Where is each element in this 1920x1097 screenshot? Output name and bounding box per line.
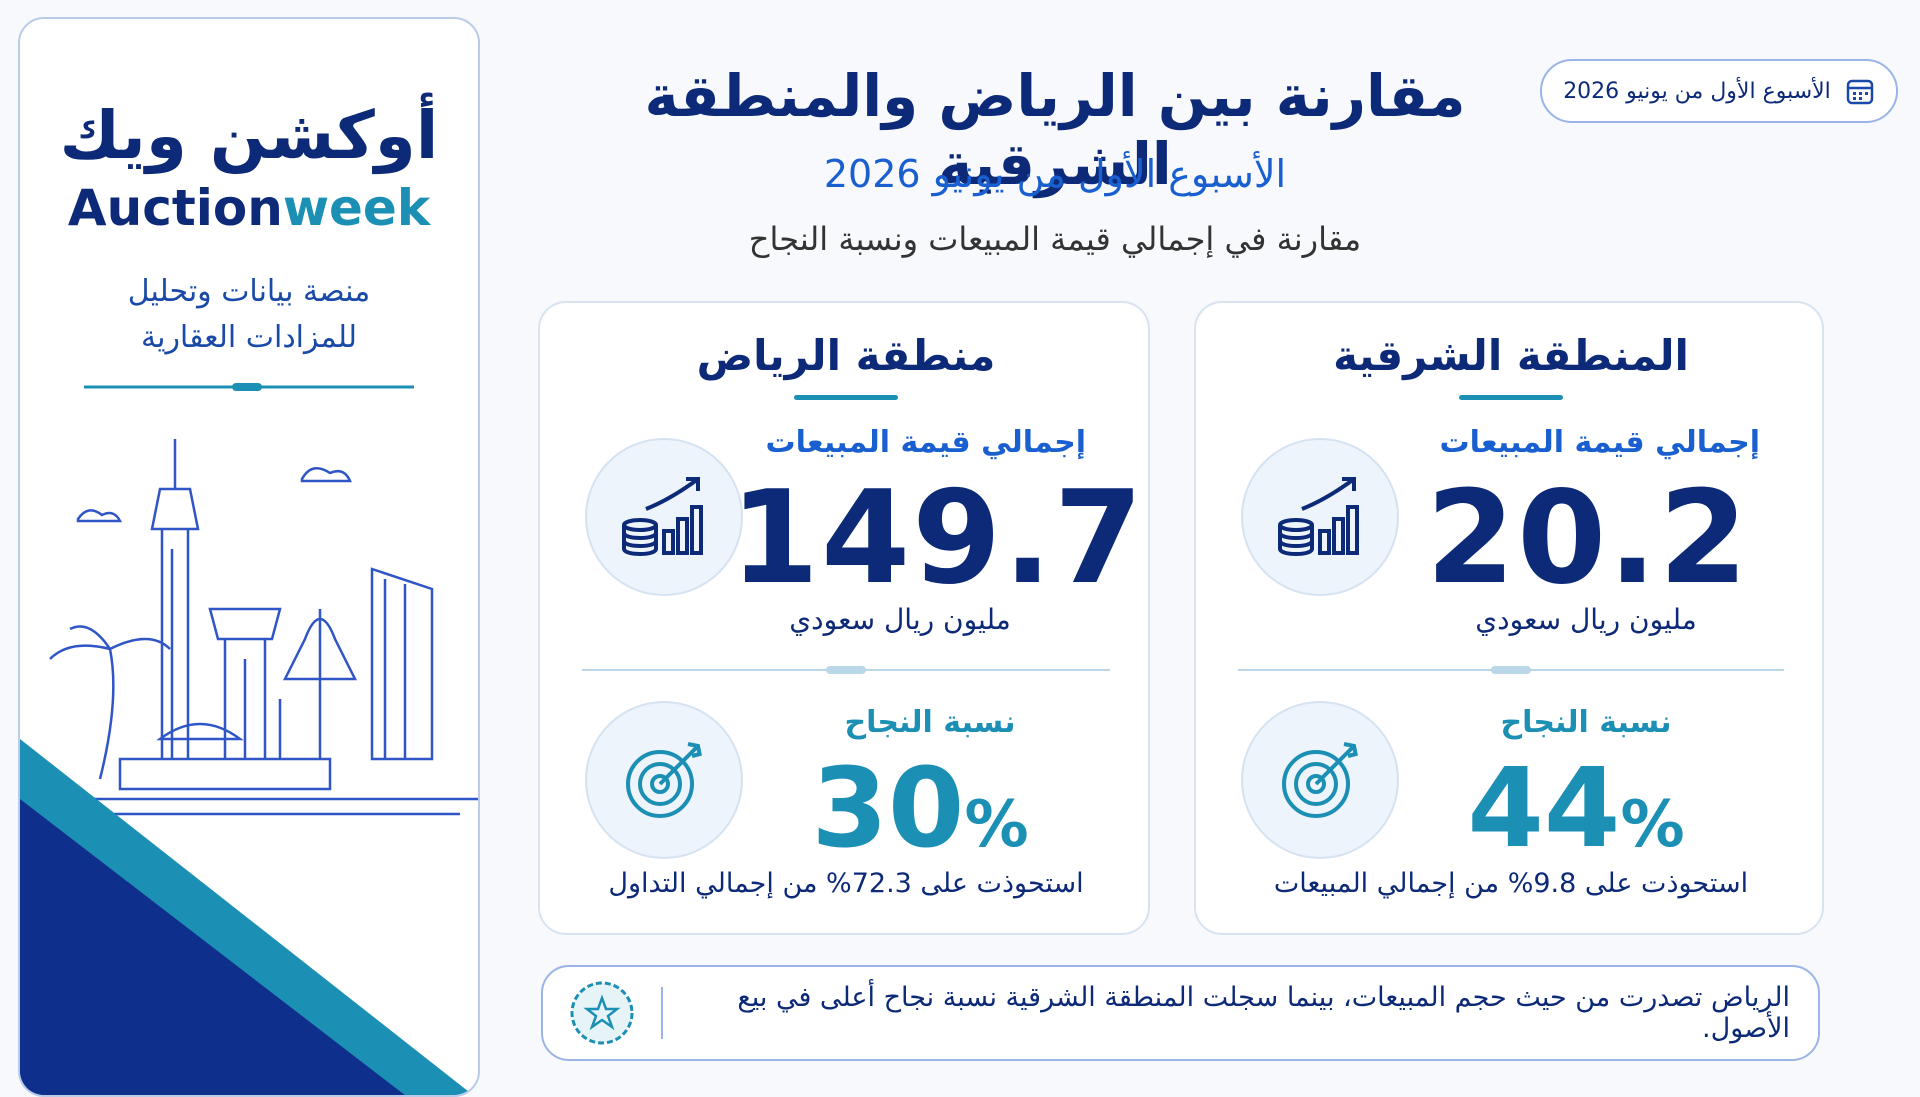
success-value-row: 44% bbox=[1396, 753, 1756, 863]
card-title: المنطقة الشرقية bbox=[1333, 331, 1689, 380]
page-subtitle: الأسبوع الأول من يونيو 2026 bbox=[823, 152, 1287, 196]
logo-english-2: week bbox=[282, 179, 431, 237]
success-icon bbox=[1241, 701, 1399, 859]
success-unit: % bbox=[1620, 788, 1685, 862]
sales-value: 20.2 bbox=[1426, 464, 1750, 613]
success-value: 44 bbox=[1467, 744, 1621, 872]
footer-text: الرياض تصدرت من حيث حجم المبيعات، بينما … bbox=[737, 982, 1790, 1044]
title-underline bbox=[1459, 395, 1563, 400]
divider-dot bbox=[826, 666, 866, 674]
card-title: منطقة الرياض bbox=[696, 331, 996, 380]
footer-note: الرياض تصدرت من حيث حجم المبيعات، بينما … bbox=[541, 965, 1820, 1061]
title-underline bbox=[794, 395, 898, 400]
success-value-row: 30% bbox=[740, 753, 1100, 863]
sales-icon bbox=[1241, 438, 1399, 596]
divider bbox=[661, 987, 663, 1039]
date-text: الأسبوع الأول من يونيو 2026 bbox=[1563, 78, 1831, 104]
region-card: المنطقة الشرقية إجمالي قيمة المبيعات 20.2 م… bbox=[1194, 301, 1824, 935]
calendar-icon bbox=[1846, 79, 1874, 105]
sales-unit: مليون ريال سعودي bbox=[1475, 603, 1697, 636]
success-value: 30 bbox=[811, 744, 965, 872]
logo-english: Auctionweek bbox=[20, 179, 478, 237]
region-card: منطقة الرياض إجمالي قيمة المبيعات 149.7 ملي… bbox=[538, 301, 1150, 935]
tagline: منصة بيانات وتحليل للمزادات العقارية bbox=[20, 269, 478, 361]
success-icon bbox=[585, 701, 743, 859]
skyline-illustration bbox=[20, 383, 478, 1095]
sales-icon bbox=[585, 438, 743, 596]
share-note: استحوذت على 9.8% من إجمالي المبيعات bbox=[1273, 868, 1749, 899]
success-unit: % bbox=[964, 788, 1029, 862]
sales-value: 149.7 bbox=[730, 464, 1145, 613]
share-note: استحوذت على 72.3% من إجمالي التداول bbox=[608, 868, 1084, 899]
badge-icon bbox=[570, 981, 634, 1045]
sales-label: إجمالي قيمة المبيعات bbox=[765, 425, 1086, 460]
page-title: مقارنة بين الرياض والمنطقة الشرقية bbox=[644, 62, 1466, 198]
page-description: مقارنة في إجمالي قيمة المبيعات ونسبة الن… bbox=[748, 220, 1362, 258]
logo-english-1: Auction bbox=[67, 179, 283, 237]
sales-unit: مليون ريال سعودي bbox=[789, 603, 1011, 636]
brand-panel: أوكشن ويك Auctionweek منصة بيانات وتحليل… bbox=[18, 17, 480, 1097]
success-label: نسبة النجاح bbox=[1500, 705, 1672, 740]
sales-label: إجمالي قيمة المبيعات bbox=[1439, 425, 1760, 460]
success-label: نسبة النجاح bbox=[844, 705, 1016, 740]
logo-arabic: أوكشن ويك bbox=[59, 97, 439, 174]
tagline-line: للمزادات العقارية bbox=[141, 320, 357, 355]
tagline-line: منصة بيانات وتحليل bbox=[127, 274, 371, 309]
date-badge: الأسبوع الأول من يونيو 2026 bbox=[1540, 59, 1898, 123]
divider-dot bbox=[1491, 666, 1531, 674]
